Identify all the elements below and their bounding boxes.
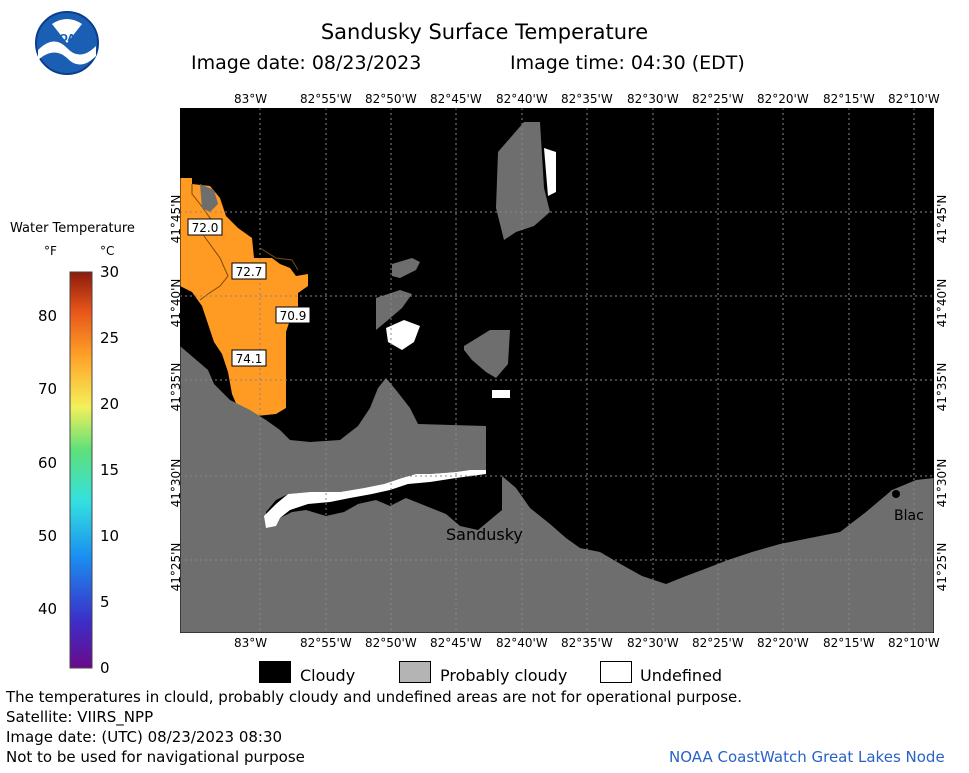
- longitude-label-top: 82°35'W: [561, 92, 613, 106]
- longitude-label-bottom: 82°15'W: [823, 636, 875, 650]
- warm-water-region: [180, 178, 308, 416]
- latitude-label-right: 41°40'N: [935, 278, 949, 328]
- credit-text: NOAA CoastWatch Great Lakes Node: [669, 748, 945, 766]
- svg-text:72.7: 72.7: [236, 265, 263, 279]
- island-small: [392, 258, 420, 278]
- temp-label-3: 70.9: [275, 306, 311, 324]
- longitude-label-top: 82°45'W: [430, 92, 482, 106]
- image-time: Image time: 04:30 (EDT): [510, 52, 745, 74]
- land-region: [180, 346, 934, 633]
- legend-c-tick: 5: [100, 593, 110, 611]
- legend-title: Water Temperature: [10, 221, 135, 236]
- longitude-label-bottom: 82°30'W: [627, 636, 679, 650]
- longitude-label-bottom: 82°45'W: [430, 636, 482, 650]
- longitude-label-top: 82°55'W: [300, 92, 352, 106]
- lake-map: 72.0 72.7 70.9 74.1 Sandusky Blac: [180, 108, 934, 633]
- legend-c-tick: 30: [100, 263, 120, 281]
- latitude-label-left: 41°45'N: [169, 194, 183, 244]
- place-label-sandusky: Sandusky: [446, 525, 523, 544]
- latitude-label-left: 41°40'N: [169, 278, 183, 328]
- longitude-label-bottom: 82°25'W: [692, 636, 744, 650]
- satellite-text: Satellite: VIIRS_NPP: [6, 708, 154, 726]
- svg-text:70.9: 70.9: [280, 309, 307, 323]
- island-west: [376, 290, 412, 330]
- longitude-label-top: 82°40'W: [496, 92, 548, 106]
- temp-label-1: 72.0: [187, 218, 223, 236]
- longitude-label-bottom: 82°35'W: [561, 636, 613, 650]
- longitude-label-bottom: 82°50'W: [365, 636, 417, 650]
- legend-f-tick: 80: [38, 307, 58, 325]
- probably-cloudy-patch: [200, 184, 218, 212]
- key-probably-cloudy-label: Probably cloudy: [440, 666, 568, 685]
- key-cloudy-label: Cloudy: [300, 666, 356, 685]
- legend-f-tick: 50: [38, 527, 58, 545]
- longitude-label-top: 83°W: [234, 92, 268, 106]
- color-scale-bar: [69, 271, 93, 669]
- island-kelleys: [496, 122, 550, 240]
- legend-unit-f: °F: [44, 244, 57, 258]
- navigation-warning: Not to be used for navigational purpose: [6, 748, 305, 766]
- svg-text:72.0: 72.0: [192, 221, 219, 235]
- disclaimer-text: The temperatures in clould, probably clo…: [6, 688, 743, 706]
- legend-c-tick: 15: [100, 461, 120, 479]
- longitude-label-top: 82°50'W: [365, 92, 417, 106]
- latitude-label-left: 41°35'N: [169, 362, 183, 412]
- undefined-patch-2: [386, 320, 420, 350]
- latitude-label-left: 41°30'N: [169, 458, 183, 508]
- key-undefined-label: Undefined: [640, 666, 723, 685]
- legend-c-tick: 20: [100, 395, 120, 413]
- svg-text:NOAA: NOAA: [51, 33, 83, 44]
- undefined-patch: [544, 148, 556, 196]
- longitude-label-top: 82°25'W: [692, 92, 744, 106]
- longitude-label-top: 82°30'W: [627, 92, 679, 106]
- undefined-patch-3: [492, 390, 510, 398]
- legend-f-tick: 60: [38, 453, 58, 472]
- longitude-label-bottom: 82°20'W: [757, 636, 809, 650]
- longitude-label-top: 82°15'W: [823, 92, 875, 106]
- island-bass: [464, 330, 510, 378]
- image-date: Image date: 08/23/2023: [191, 52, 422, 74]
- legend-c-tick: 0: [100, 659, 110, 677]
- city-marker: [892, 490, 900, 498]
- noaa-logo: NOAA: [35, 11, 99, 75]
- svg-text:74.1: 74.1: [236, 352, 263, 366]
- graticule: [180, 108, 934, 633]
- latitude-label-right: 41°25'N: [935, 542, 949, 592]
- legend-unit-c: °C: [100, 244, 115, 258]
- longitude-label-top: 82°20'W: [757, 92, 809, 106]
- map-title: Sandusky Surface Temperature: [320, 20, 649, 44]
- key-undefined-swatch: [600, 661, 632, 683]
- legend-f-tick: 40: [38, 600, 58, 619]
- longitude-label-top: 82°10'W: [888, 92, 940, 106]
- longitude-label-bottom: 82°10'W: [888, 636, 940, 650]
- legend-f-tick: 70: [38, 380, 58, 399]
- utc-date-text: Image date: (UTC) 08/23/2023 08:30: [6, 728, 283, 746]
- key-cloudy-swatch: [259, 661, 291, 683]
- latitude-label-right: 41°35'N: [935, 362, 949, 412]
- longitude-label-bottom: 82°55'W: [300, 636, 352, 650]
- place-label-black: Blac: [894, 508, 924, 524]
- legend-c-tick: 25: [100, 329, 120, 347]
- latitude-label-right: 41°30'N: [935, 458, 949, 508]
- undefined-shore-strip: [264, 470, 486, 528]
- longitude-label-bottom: 82°40'W: [496, 636, 548, 650]
- legend-c-tick: 10: [100, 527, 120, 545]
- longitude-label-bottom: 83°W: [234, 636, 268, 650]
- temp-label-2: 72.7: [231, 262, 267, 280]
- key-probably-cloudy-swatch: [399, 661, 431, 683]
- latitude-label-left: 41°25'N: [169, 542, 183, 592]
- temp-label-4: 74.1: [231, 349, 267, 367]
- latitude-label-right: 41°45'N: [935, 194, 949, 244]
